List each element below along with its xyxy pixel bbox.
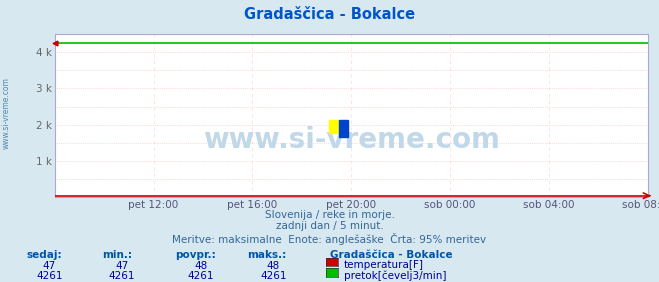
Text: sedaj:: sedaj: [26,250,62,259]
Text: www.si-vreme.com: www.si-vreme.com [203,126,500,154]
Bar [339,120,348,137]
Text: povpr.:: povpr.: [175,250,215,259]
Text: 48: 48 [194,261,208,271]
Text: 4261: 4261 [36,271,63,281]
Text: min.:: min.: [102,250,132,259]
Text: pretok[čevelj3/min]: pretok[čevelj3/min] [344,270,447,281]
Text: Gradaščica - Bokalce: Gradaščica - Bokalce [330,250,452,259]
Text: zadnji dan / 5 minut.: zadnji dan / 5 minut. [275,221,384,231]
Text: maks.:: maks.: [247,250,287,259]
Text: 47: 47 [115,261,129,271]
Text: 48: 48 [267,261,280,271]
Text: 4261: 4261 [260,271,287,281]
Text: Gradaščica - Bokalce: Gradaščica - Bokalce [244,7,415,22]
Bar [329,120,339,133]
Text: 4261: 4261 [109,271,135,281]
Text: Slovenija / reke in morje.: Slovenija / reke in morje. [264,210,395,220]
Text: 47: 47 [43,261,56,271]
Text: temperatura[F]: temperatura[F] [344,260,424,270]
Text: www.si-vreme.com: www.si-vreme.com [2,77,11,149]
Text: 4261: 4261 [188,271,214,281]
Text: Meritve: maksimalne  Enote: anglešaške  Črta: 95% meritev: Meritve: maksimalne Enote: anglešaške Čr… [173,233,486,245]
